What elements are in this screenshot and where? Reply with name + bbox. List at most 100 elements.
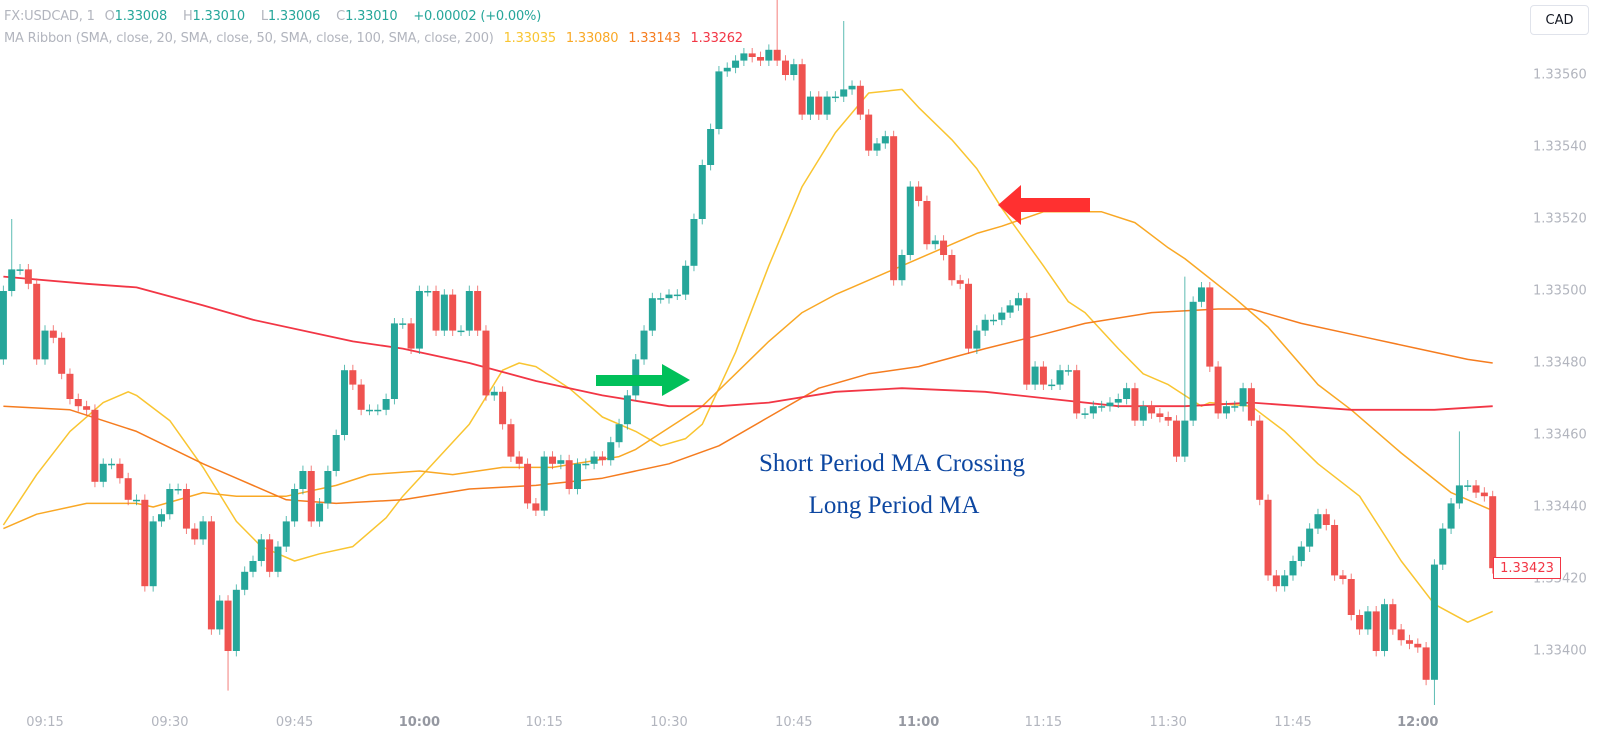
time-tick-label: 10:00 [398, 715, 441, 730]
candle [881, 130, 889, 149]
candle [1056, 364, 1064, 390]
candle [757, 51, 765, 66]
candle [831, 91, 839, 102]
candle [732, 55, 740, 74]
candle [1231, 400, 1239, 412]
candle [1347, 573, 1355, 621]
candle-body [806, 96, 814, 115]
candle [1197, 282, 1205, 308]
candle-body [83, 406, 91, 410]
candle [1081, 408, 1089, 419]
candle [440, 289, 448, 336]
candle [848, 80, 856, 95]
candle-body [1214, 366, 1222, 414]
candle-body [848, 85, 856, 90]
candle [1397, 624, 1405, 646]
ma100-value: 1.33143 [628, 31, 681, 46]
candle-body [1364, 611, 1372, 630]
candle-body [1430, 564, 1438, 680]
candle-body [765, 49, 773, 61]
price-tick-label: 1.33480 [1533, 355, 1587, 371]
candle [981, 314, 989, 336]
candle [1073, 364, 1081, 419]
candle [840, 21, 848, 102]
candle-body [757, 57, 765, 61]
candle [1272, 570, 1280, 592]
candle-body [1322, 514, 1330, 525]
candle [1156, 408, 1164, 423]
candle [274, 541, 282, 578]
symbol-label[interactable]: FX:USDCAD, 1 [4, 9, 95, 24]
candle [407, 318, 415, 354]
candle [182, 483, 190, 534]
candle-body [241, 571, 249, 590]
candle [83, 400, 91, 416]
candle-body [906, 186, 914, 255]
candle-body [1347, 579, 1355, 615]
candle-body [1023, 298, 1031, 385]
candle [740, 48, 748, 66]
candle [1289, 555, 1297, 581]
candle-body [149, 521, 157, 587]
candle [116, 458, 124, 484]
candle [390, 318, 398, 405]
candle-body [615, 424, 623, 443]
candle [0, 285, 7, 365]
candle-body [224, 600, 232, 651]
candle-body [998, 312, 1006, 320]
candle-body [831, 96, 839, 99]
candle-body [316, 503, 324, 522]
candle-body [981, 319, 989, 331]
candle-body [856, 85, 864, 115]
currency-button[interactable]: CAD [1530, 5, 1589, 35]
candle-body [1439, 528, 1447, 565]
candle-body [1389, 604, 1397, 630]
candle [1239, 382, 1247, 412]
candle-body [1447, 503, 1455, 529]
candle-body [474, 291, 482, 331]
candle [948, 249, 956, 286]
candle [499, 386, 507, 430]
candle [582, 458, 590, 470]
time-tick-label: 10:45 [775, 715, 813, 730]
annotation-arrows [596, 185, 1090, 396]
candle [1306, 523, 1314, 552]
candle [199, 516, 207, 545]
ma50-value: 1.33080 [565, 31, 619, 46]
candle [1281, 570, 1289, 592]
candle [715, 66, 723, 135]
candle-body [1148, 406, 1156, 414]
candle [349, 364, 357, 390]
time-tick-label: 11:30 [1149, 715, 1187, 730]
candle [748, 48, 756, 63]
candle [1356, 609, 1364, 635]
candle-body [124, 478, 132, 500]
candle [806, 91, 814, 120]
candle [191, 523, 199, 545]
candle [956, 274, 964, 290]
candle-body [166, 489, 174, 515]
candle-body [865, 114, 873, 151]
low-label: L [260, 9, 268, 24]
candle [973, 325, 981, 354]
candle [1364, 606, 1372, 635]
candle-body [457, 330, 465, 333]
candle-body [557, 460, 565, 464]
candle-body [16, 269, 24, 271]
candle [673, 289, 681, 300]
candle-body [66, 373, 74, 399]
candle [224, 595, 232, 691]
candle-body [948, 255, 956, 281]
candle-body [174, 489, 182, 491]
indicator-label[interactable]: MA Ribbon (SMA, close, 20, SMA, close, 5… [4, 31, 494, 46]
candle [1480, 487, 1488, 502]
candle [457, 325, 465, 336]
candle-body [341, 370, 349, 435]
candle-body [798, 64, 806, 115]
candle-body [524, 463, 532, 504]
candle [1039, 361, 1047, 390]
candle-body [424, 291, 432, 293]
candle [665, 289, 673, 304]
candle [49, 325, 57, 344]
